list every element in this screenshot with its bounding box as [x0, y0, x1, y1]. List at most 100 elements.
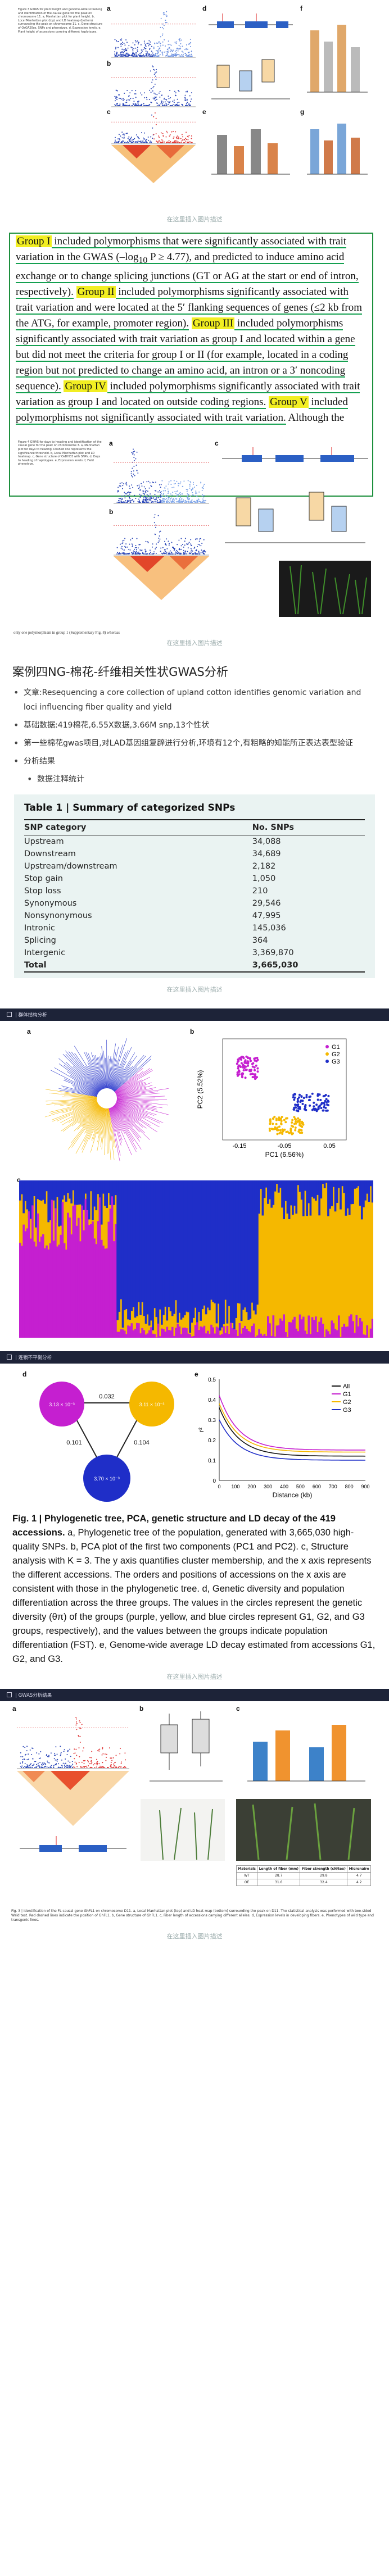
group-i-text-2: P ≥ 4.77), and predicted to induce amino…	[16, 251, 359, 298]
manhattan-point	[175, 140, 177, 142]
manhattan-point	[116, 90, 118, 92]
manhattan-point	[99, 1748, 101, 1750]
manhattan-point	[144, 553, 146, 555]
structure-bar-g3	[102, 1180, 105, 1194]
manhattan-point	[114, 53, 115, 55]
structure-bar-g1	[316, 1332, 319, 1338]
image-caption-link-5[interactable]: 在这里插入图片描述	[166, 1932, 223, 1940]
pca-point	[293, 1096, 296, 1099]
manhattan-point	[124, 142, 126, 143]
structure-bar-g3	[153, 1180, 156, 1309]
manhattan-point	[154, 55, 156, 57]
manhattan-point	[166, 498, 168, 499]
tree-branch	[65, 1050, 101, 1091]
manhattan-point	[61, 1759, 62, 1761]
manhattan-point	[191, 98, 192, 100]
manhattan-point	[131, 142, 133, 143]
manhattan-point	[159, 540, 160, 542]
manhattan-point	[120, 543, 121, 545]
image-caption-link-3[interactable]: 在这里插入图片描述	[166, 985, 223, 993]
manhattan-point	[177, 501, 178, 502]
manhattan-point	[120, 1747, 121, 1749]
structure-bar-g3	[177, 1180, 179, 1323]
manhattan-point	[138, 101, 139, 102]
manhattan-point	[140, 501, 141, 503]
manhattan-point	[114, 141, 116, 143]
snp-count-cell: 34,689	[252, 849, 281, 858]
manhattan-point	[182, 104, 183, 106]
manhattan-point	[137, 47, 138, 48]
manhattan-point	[179, 553, 180, 555]
footnote-line: only one polymorphism in group 1 (Supple…	[13, 630, 120, 635]
image-caption-link[interactable]: 在这里插入图片描述	[166, 216, 223, 223]
manhattan-point	[185, 54, 187, 56]
manhattan-point	[80, 1766, 82, 1768]
structure-bar-g3	[189, 1180, 192, 1333]
manhattan-point	[91, 1760, 92, 1761]
structure-bar-g3	[251, 1180, 254, 1303]
ld-xtick: 600	[313, 1484, 321, 1489]
manhattan-point	[106, 1766, 108, 1768]
manhattan-point	[20, 1756, 22, 1757]
manhattan-point	[160, 530, 161, 532]
manhattan-point	[150, 493, 151, 494]
manhattan-point	[202, 487, 203, 488]
manhattan-point	[184, 551, 186, 552]
tree-branch	[85, 1052, 103, 1089]
manhattan-point	[166, 15, 168, 17]
manhattan-point	[142, 552, 143, 553]
manhattan-point	[153, 116, 155, 117]
image-caption-link-2[interactable]: 在这里插入图片描述	[166, 639, 223, 647]
manhattan-point	[181, 134, 183, 135]
bullet-project: 第一些棉花gwas项目,对LAD基因组复辟进行分析,环境有12个,有粗略的知能所…	[12, 736, 376, 751]
manhattan-point	[189, 46, 191, 47]
structure-bar-g3	[298, 1180, 301, 1192]
manhattan-point	[163, 101, 165, 103]
manhattan-point	[119, 55, 121, 57]
manhattan-point	[132, 48, 133, 50]
structure-bar-g1	[318, 1321, 320, 1338]
ld-legend-label: G1	[343, 1391, 351, 1398]
pca-point	[318, 1093, 321, 1096]
snp-count-cell: 210	[252, 886, 268, 896]
manhattan-point	[137, 40, 138, 42]
manhattan-point	[152, 543, 153, 544]
structure-bar-g1	[70, 1234, 73, 1338]
manhattan-point	[166, 22, 168, 24]
structure-bar-g3	[118, 1180, 121, 1312]
case-bullets: 文章:Resequencing a core collection of upl…	[0, 685, 389, 787]
manhattan-point	[35, 1761, 37, 1762]
structure-bar-g1	[281, 1320, 283, 1338]
manhattan-point	[124, 538, 126, 539]
manhattan-point	[135, 548, 137, 550]
local-manhattan-fl	[17, 1716, 129, 1769]
manhattan-point	[47, 1760, 48, 1762]
structure-bar-g1	[129, 1326, 131, 1338]
manhattan-point	[121, 137, 123, 139]
manhattan-point	[183, 549, 184, 551]
image-caption-link-4[interactable]: 在这里插入图片描述	[166, 1673, 223, 1680]
tree-branch	[73, 1101, 98, 1111]
pca-frame	[222, 1038, 347, 1141]
manhattan-point	[116, 99, 117, 101]
tree-branch	[100, 1108, 106, 1147]
phylogenetic-tree	[44, 1038, 169, 1161]
manhattan-point	[173, 53, 175, 55]
manhattan-point	[145, 540, 147, 542]
panel-label-e3: e	[194, 1370, 198, 1378]
structure-bar-g1	[139, 1333, 142, 1338]
structure-bar-g3	[47, 1180, 50, 1223]
tree-branch	[114, 1105, 150, 1140]
manhattan-point	[58, 1763, 60, 1765]
pca-point	[269, 1129, 271, 1132]
structure-bar-g1	[279, 1318, 282, 1338]
structure-bar-g3	[354, 1180, 356, 1189]
manhattan-point	[123, 103, 124, 105]
manhattan-point	[106, 1756, 107, 1758]
manhattan-point	[190, 543, 192, 544]
manhattan-point	[187, 105, 188, 106]
manhattan-point	[189, 95, 191, 97]
structure-bar-g1	[141, 1328, 143, 1338]
structure-bar-g1	[65, 1249, 67, 1338]
manhattan-point	[137, 136, 138, 138]
